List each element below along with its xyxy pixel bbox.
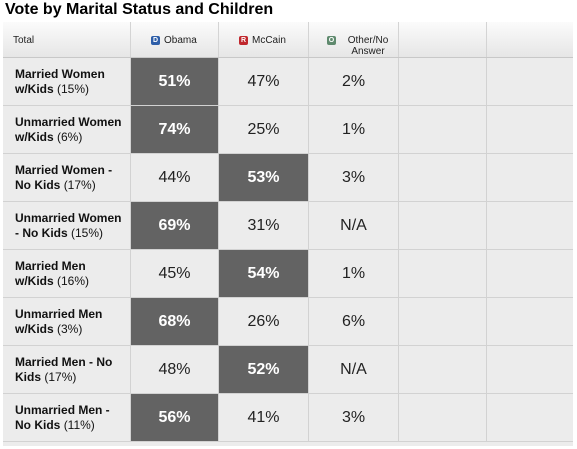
- other-value: 2%: [309, 58, 399, 105]
- table-row: Unmarried Men w/Kids (3%) 68% 26% 6%: [3, 298, 573, 346]
- table-row: Married Women w/Kids (15%) 51% 47% 2%: [3, 58, 573, 106]
- obama-value: 51%: [131, 58, 219, 105]
- row-label-cell: Married Women - No Kids (17%): [3, 154, 131, 201]
- group-name: Married Men - No Kids: [15, 354, 113, 384]
- empty-cell: [487, 58, 573, 105]
- row-label-cell: Unmarried Women - No Kids (15%): [3, 202, 131, 249]
- empty-cell: [487, 250, 573, 297]
- header-obama-label: Obama: [164, 35, 197, 46]
- row-label: Unmarried Women w/Kids (6%): [15, 115, 124, 145]
- group-share: (3%): [57, 321, 83, 336]
- other-value: 6%: [309, 298, 399, 345]
- obama-value: 69%: [131, 202, 219, 249]
- empty-cell: [487, 346, 573, 393]
- row-label-cell: Unmarried Men - No Kids (11%): [3, 394, 131, 441]
- obama-value: 45%: [131, 250, 219, 297]
- obama-value: 56%: [131, 394, 219, 441]
- table-row: Unmarried Women w/Kids (6%) 74% 25% 1%: [3, 106, 573, 154]
- row-label-cell: Married Men w/Kids (16%): [3, 250, 131, 297]
- empty-cell: [399, 154, 487, 201]
- table-row: Unmarried Women - No Kids (15%) 69% 31% N/A: [3, 202, 573, 250]
- mccain-value: 53%: [219, 154, 309, 201]
- header-empty-col: [399, 22, 487, 57]
- row-label: Married Men w/Kids (16%): [15, 259, 124, 289]
- empty-cell: [399, 346, 487, 393]
- empty-cell: [487, 154, 573, 201]
- mccain-value: 25%: [219, 106, 309, 153]
- empty-cell: [487, 394, 573, 441]
- table-row: Married Men w/Kids (16%) 45% 54% 1%: [3, 250, 573, 298]
- empty-cell: [487, 202, 573, 249]
- other-value: N/A: [309, 202, 399, 249]
- table-header: Total D Obama R McCain O Other/No Answer: [3, 22, 573, 58]
- other-value: 3%: [309, 154, 399, 201]
- group-share: (16%): [57, 273, 90, 288]
- page-title: Vote by Marital Status and Children: [5, 1, 274, 18]
- row-label-cell: Unmarried Men w/Kids (3%): [3, 298, 131, 345]
- group-share: (17%): [44, 369, 77, 384]
- group-name: Unmarried Men w/Kids: [15, 306, 103, 336]
- row-label-cell: Married Men - No Kids (17%): [3, 346, 131, 393]
- header-other[interactable]: O Other/No Answer: [309, 22, 399, 57]
- other-value: N/A: [309, 346, 399, 393]
- other-value: 1%: [309, 250, 399, 297]
- mccain-value: 52%: [219, 346, 309, 393]
- row-label-cell: Unmarried Women w/Kids (6%): [3, 106, 131, 153]
- republican-badge-icon: R: [239, 36, 248, 45]
- other-value: 1%: [309, 106, 399, 153]
- mccain-value: 41%: [219, 394, 309, 441]
- empty-cell: [399, 58, 487, 105]
- row-label-cell: Married Women w/Kids (15%): [3, 58, 131, 105]
- results-table: Total D Obama R McCain O Other/No Answer…: [3, 22, 573, 446]
- group-share: (6%): [57, 129, 83, 144]
- table-row: Unmarried Men - No Kids (11%) 56% 41% 3%: [3, 394, 573, 442]
- header-other-label: Other/No Answer: [347, 35, 389, 57]
- obama-value: 74%: [131, 106, 219, 153]
- group-share: (11%): [63, 417, 95, 432]
- group-share: (17%): [63, 177, 96, 192]
- group-share: (15%): [71, 225, 104, 240]
- group-name: Unmarried Women - No Kids: [15, 210, 122, 240]
- row-label: Married Men - No Kids (17%): [15, 355, 124, 385]
- empty-cell: [399, 298, 487, 345]
- header-obama[interactable]: D Obama: [131, 22, 219, 57]
- obama-value: 48%: [131, 346, 219, 393]
- other-badge-icon: O: [327, 36, 336, 45]
- obama-value: 68%: [131, 298, 219, 345]
- democrat-badge-icon: D: [151, 36, 160, 45]
- group-name: Married Men w/Kids: [15, 258, 86, 288]
- group-name: Married Women w/Kids: [15, 66, 105, 96]
- group-share: (15%): [57, 81, 90, 96]
- mccain-value: 47%: [219, 58, 309, 105]
- obama-value: 44%: [131, 154, 219, 201]
- row-label: Married Women w/Kids (15%): [15, 67, 124, 97]
- header-mccain[interactable]: R McCain: [219, 22, 309, 57]
- empty-cell: [399, 394, 487, 441]
- row-label: Unmarried Men - No Kids (11%): [15, 403, 124, 433]
- row-label: Unmarried Women - No Kids (15%): [15, 211, 124, 241]
- table-row: Married Women - No Kids (17%) 44% 53% 3%: [3, 154, 573, 202]
- header-total: Total: [3, 22, 131, 57]
- group-name: Unmarried Men - No Kids: [15, 402, 110, 432]
- group-name: Unmarried Women w/Kids: [15, 114, 122, 144]
- mccain-value: 26%: [219, 298, 309, 345]
- empty-cell: [399, 202, 487, 249]
- mccain-value: 31%: [219, 202, 309, 249]
- row-label: Married Women - No Kids (17%): [15, 163, 124, 193]
- empty-cell: [487, 298, 573, 345]
- mccain-value: 54%: [219, 250, 309, 297]
- empty-cell: [487, 106, 573, 153]
- table-row: Married Men - No Kids (17%) 48% 52% N/A: [3, 346, 573, 394]
- other-value: 3%: [309, 394, 399, 441]
- row-label: Unmarried Men w/Kids (3%): [15, 307, 124, 337]
- empty-cell: [399, 250, 487, 297]
- header-mccain-label: McCain: [252, 35, 286, 46]
- header-empty-col: [487, 22, 573, 57]
- empty-cell: [399, 106, 487, 153]
- group-name: Married Women - No Kids: [15, 162, 113, 192]
